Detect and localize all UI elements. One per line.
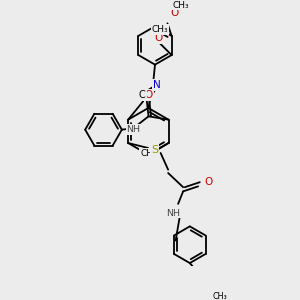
Text: N: N — [153, 80, 160, 90]
Text: CH₃: CH₃ — [152, 25, 168, 34]
Text: O: O — [154, 32, 162, 43]
Text: O: O — [204, 177, 212, 187]
Text: NH: NH — [127, 125, 140, 134]
Text: S: S — [151, 145, 158, 155]
Text: O: O — [170, 8, 178, 18]
Text: O: O — [144, 90, 153, 100]
Text: NH: NH — [166, 208, 180, 217]
Text: CH₃: CH₃ — [212, 292, 227, 300]
Text: C: C — [139, 91, 146, 100]
Text: CH₃: CH₃ — [140, 149, 157, 158]
Text: CH₃: CH₃ — [172, 1, 189, 10]
Text: N: N — [145, 150, 152, 160]
